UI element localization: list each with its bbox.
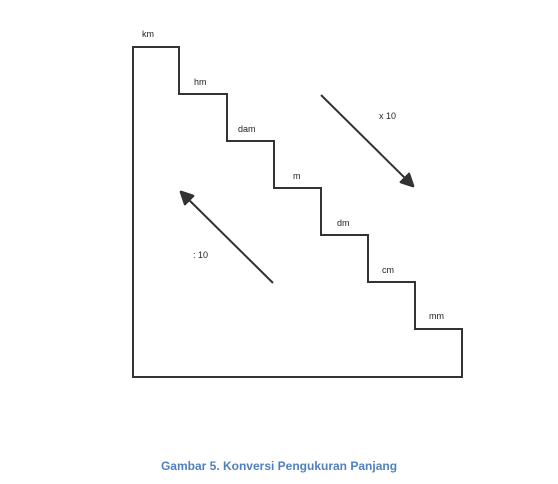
multiply-label: x 10 (379, 111, 396, 121)
unit-label-cm: cm (382, 265, 394, 275)
multiply-arrow (320, 94, 413, 186)
unit-label-dm: dm (337, 218, 350, 228)
divide-label: : 10 (193, 250, 208, 260)
unit-label-mm: mm (429, 311, 444, 321)
unit-label-km: km (142, 29, 154, 39)
unit-label-hm: hm (194, 77, 207, 87)
unit-label-dam: dam (238, 124, 256, 134)
figure-caption: Gambar 5. Konversi Pengukuran Panjang (160, 459, 398, 473)
divide-arrow (181, 192, 274, 284)
unit-label-m: m (293, 171, 301, 181)
staircase-outline (132, 46, 463, 378)
